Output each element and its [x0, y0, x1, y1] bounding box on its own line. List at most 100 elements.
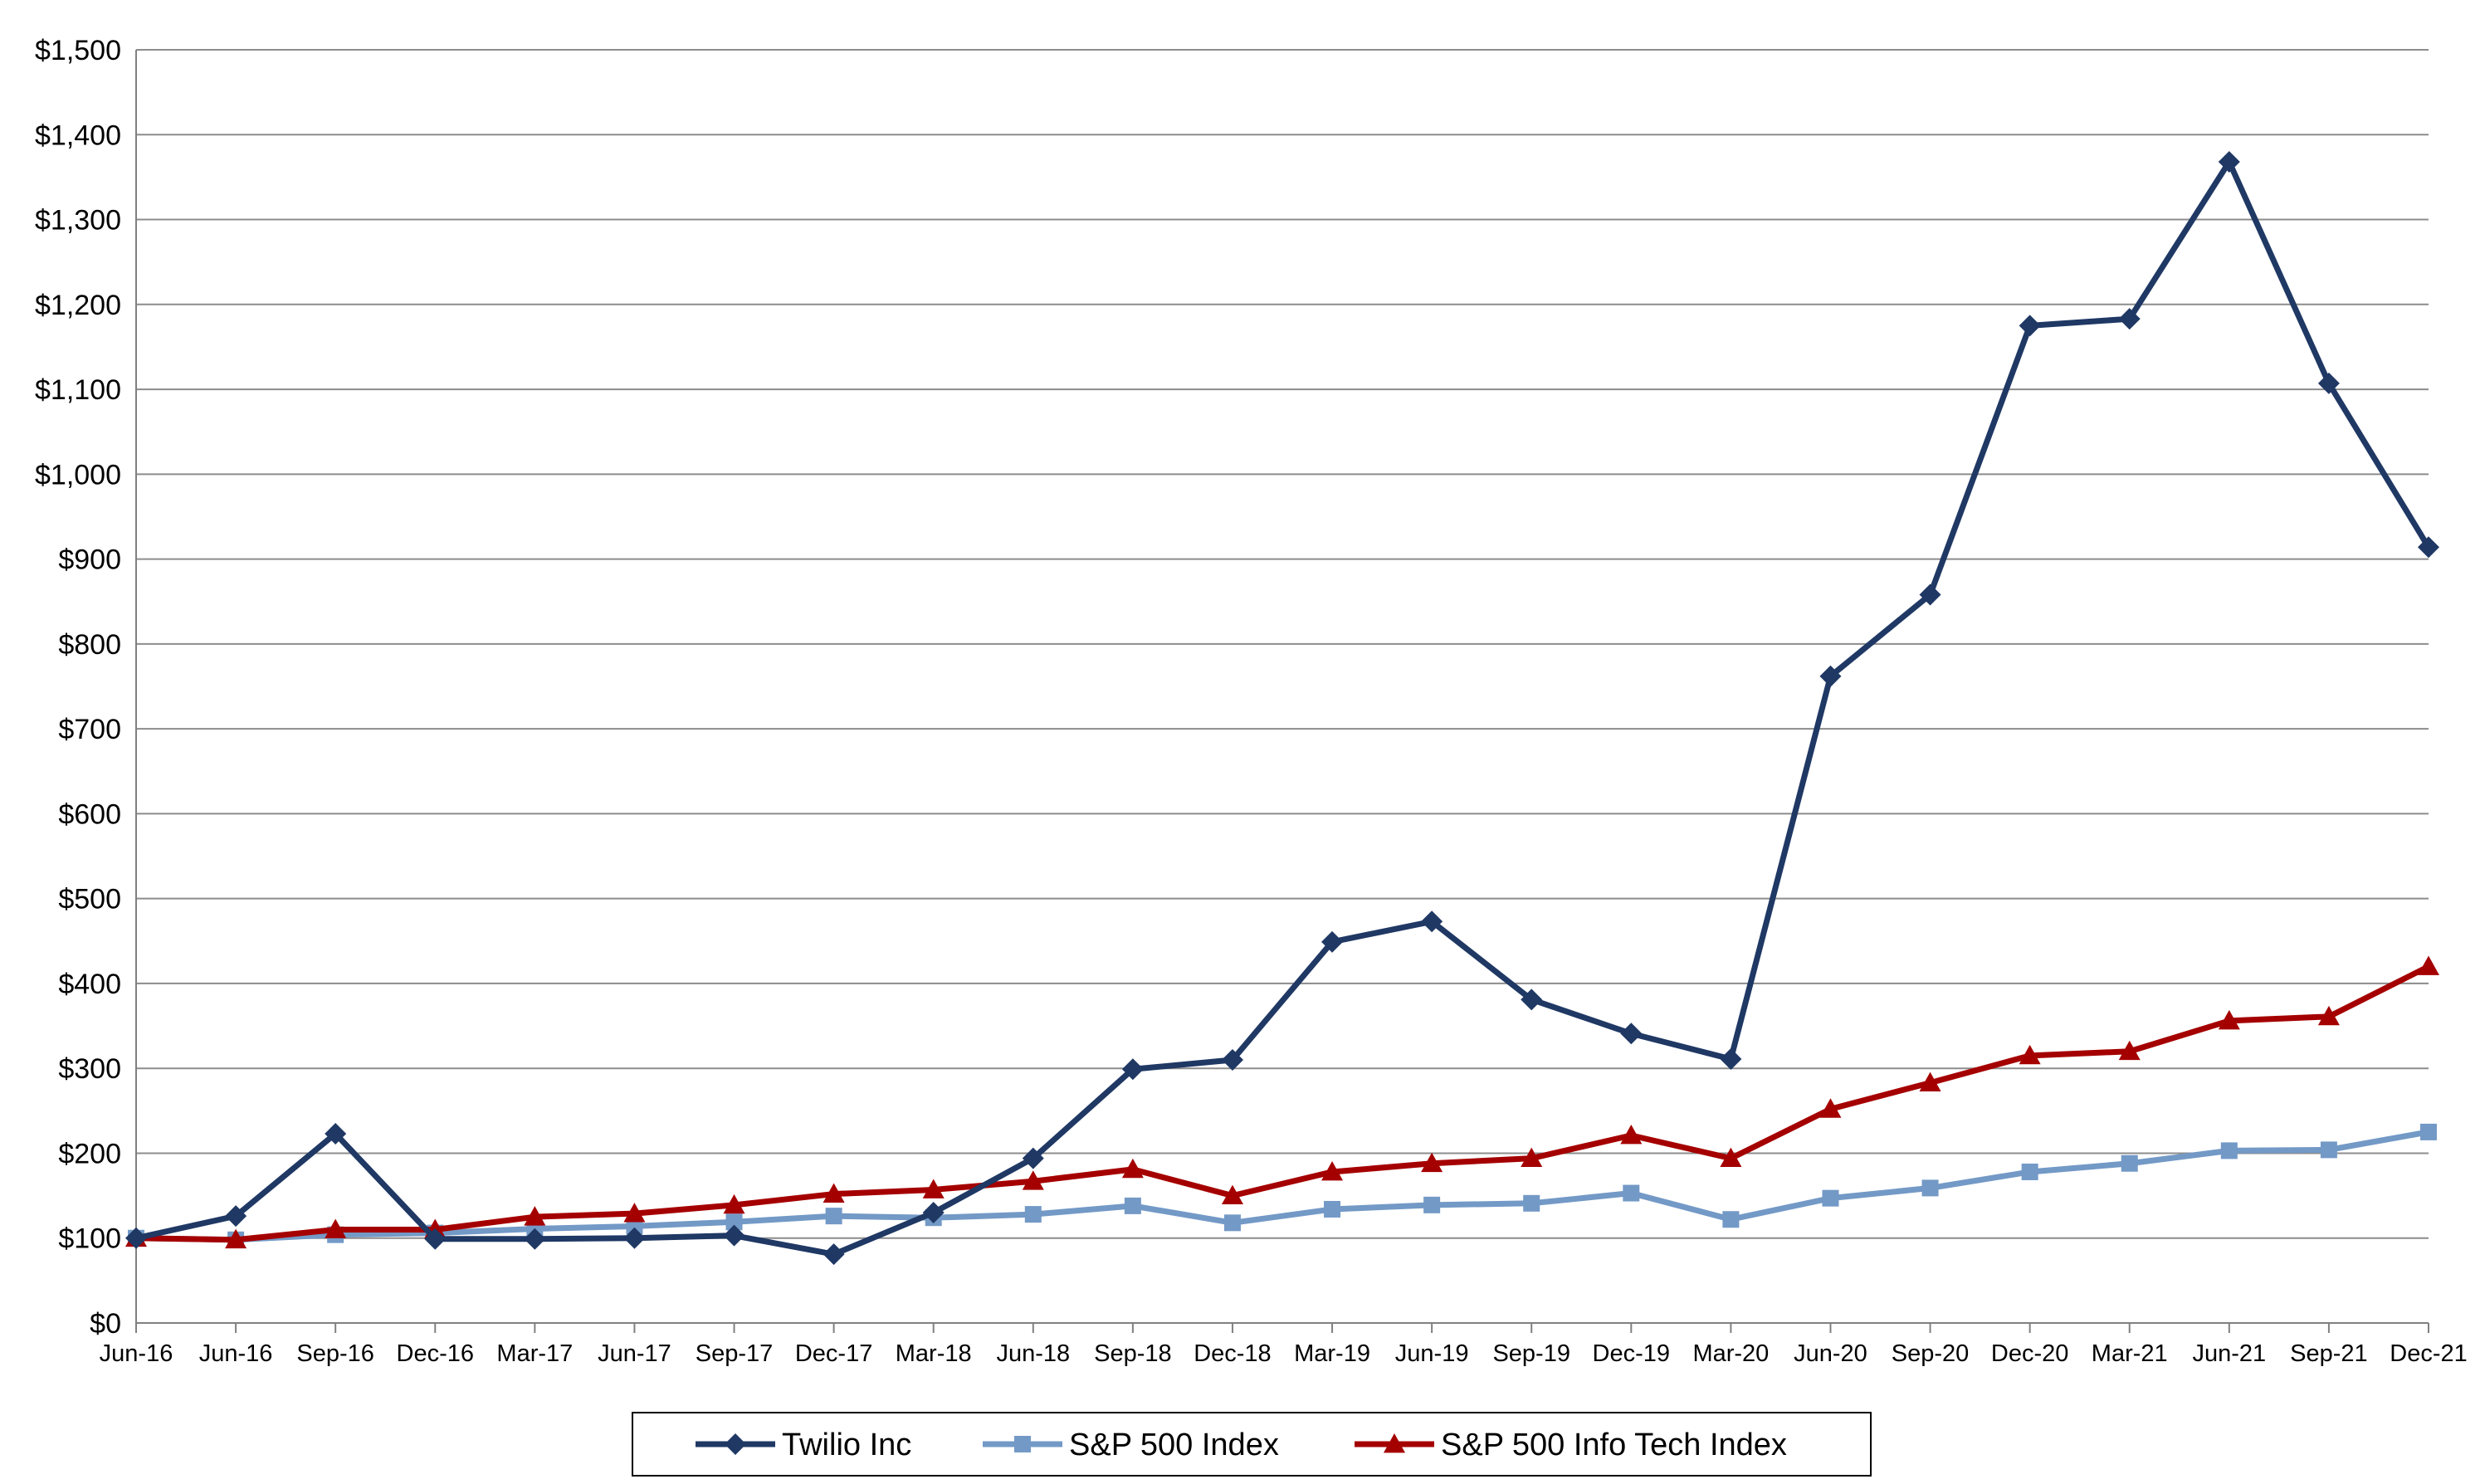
legend-marker [725, 1433, 746, 1455]
legend-marker [1384, 1433, 1405, 1453]
data-point [823, 1243, 845, 1266]
data-point [1221, 1184, 1243, 1204]
data-point [2021, 1163, 2038, 1180]
x-tick-label: Jun-21 [2192, 1340, 2266, 1367]
data-point [1421, 910, 1443, 933]
data-point [1421, 1152, 1443, 1173]
data-point [325, 1218, 347, 1238]
x-tick-label: Dec-21 [2390, 1340, 2468, 1367]
x-tick-label: Sep-20 [1892, 1340, 1970, 1367]
data-point [1521, 989, 1543, 1011]
gridlines [136, 49, 2429, 1239]
data-point [1819, 665, 1842, 687]
data-point [2220, 1142, 2238, 1159]
x-tick-label: Jun-20 [1794, 1340, 1867, 1367]
axes [135, 50, 2429, 1333]
data-point [1822, 1189, 1839, 1207]
data-point [524, 1206, 546, 1226]
data-point [1321, 930, 1344, 953]
data-point [2418, 955, 2439, 975]
series-line [133, 159, 2432, 1257]
x-tick-label: Jun-19 [1395, 1340, 1469, 1367]
data-point [723, 1224, 745, 1247]
data-point [1022, 1147, 1044, 1169]
data-point [1623, 1184, 1640, 1202]
x-tick-label: Dec-20 [1991, 1340, 2069, 1367]
x-tick-label: Sep-18 [1094, 1340, 1172, 1367]
data-point [225, 1228, 247, 1249]
x-tick-labels: Jun-16 Jun-16 Sep-16 Dec-16 Mar-17 Jun-17 Sep-… [100, 1340, 2468, 1367]
data-point [623, 1203, 646, 1223]
data-point [723, 1194, 745, 1214]
data-point [922, 1179, 945, 1198]
y-tick-label: $900 [58, 544, 121, 576]
y-tick-label: $400 [58, 969, 121, 1000]
data-point [1720, 1047, 1742, 1070]
y-tick-label: $800 [58, 629, 121, 661]
data-point [2019, 1044, 2041, 1065]
data-point [1124, 1197, 1141, 1214]
x-tick-label: Mar-21 [2092, 1340, 2168, 1367]
data-point [2218, 1009, 2240, 1030]
data-point [1819, 1098, 1842, 1118]
legend: Twilio Inc S&P 500 Index S&P 500 Info Tech… [632, 1412, 1872, 1477]
legend-entry: Twilio Inc [696, 1428, 911, 1462]
x-tick-label: Mar-20 [1692, 1340, 1769, 1367]
data-point [1722, 1211, 1740, 1228]
y-tick-label: $200 [58, 1138, 121, 1169]
data-point [725, 1213, 743, 1231]
data-point [1223, 1214, 1241, 1232]
y-tick-label: $600 [58, 798, 121, 830]
data-point [325, 1122, 347, 1145]
x-tick-label: Jun-16 [100, 1340, 173, 1367]
data-point [2317, 372, 2340, 394]
data-point [1919, 1072, 1941, 1091]
x-tick-label: Dec-18 [1194, 1340, 1272, 1367]
x-tick-label: Sep-19 [1492, 1340, 1570, 1367]
y-tick-label: $700 [58, 714, 121, 745]
data-point [1324, 1200, 1341, 1218]
x-tick-label: Mar-18 [896, 1340, 972, 1367]
data-point [1919, 583, 1941, 606]
data-point [125, 1227, 147, 1249]
data-point [1523, 1194, 1540, 1212]
data-point [825, 1208, 842, 1225]
data-point [2420, 1123, 2437, 1140]
data-point [1321, 1160, 1344, 1181]
data-point [1221, 1048, 1243, 1071]
y-tick-label: $1,200 [35, 290, 121, 321]
x-tick-label: Jun-18 [996, 1340, 1070, 1367]
data-point [2019, 315, 2041, 337]
x-tick-label: Dec-17 [795, 1340, 873, 1367]
data-point [225, 1205, 247, 1228]
y-tick-label: $100 [58, 1223, 121, 1255]
y-tick-label: $300 [58, 1053, 121, 1085]
x-tick-label: Jun-16 [199, 1340, 273, 1367]
legend-entry: S&P 500 Index [983, 1428, 1279, 1462]
data-point [823, 1183, 845, 1203]
x-tick-label: Sep-17 [696, 1340, 774, 1367]
data-point [424, 1228, 447, 1250]
x-tick-label: Mar-17 [496, 1340, 573, 1367]
data-point [2121, 1154, 2138, 1172]
x-tick-label: Mar-19 [1294, 1340, 1370, 1367]
series-lines [125, 150, 2439, 1266]
series-line [133, 963, 2432, 1243]
data-point [1423, 1196, 1441, 1213]
x-tick-label: Sep-16 [296, 1340, 374, 1367]
data-point [2317, 1005, 2340, 1026]
legend-entry: S&P 500 Info Tech Index [1355, 1428, 1787, 1462]
x-tick-label: Jun-17 [598, 1340, 671, 1367]
data-point [1022, 1170, 1044, 1190]
y-tick-label: $1,000 [35, 459, 121, 491]
legend-label: S&P 500 Index [1069, 1428, 1279, 1462]
legend-label: Twilio Inc [782, 1428, 911, 1462]
y-tick-label: $0 [90, 1308, 121, 1340]
data-point [2118, 1040, 2141, 1061]
y-tick-labels: $0 $100 $200 $300 $400 $500 $600 $700 $800 $900 $1… [35, 35, 121, 1340]
data-point [2418, 536, 2439, 559]
data-point [1024, 1206, 1042, 1223]
y-tick-label: $1,100 [35, 374, 121, 406]
x-tick-label: Sep-21 [2290, 1340, 2368, 1367]
